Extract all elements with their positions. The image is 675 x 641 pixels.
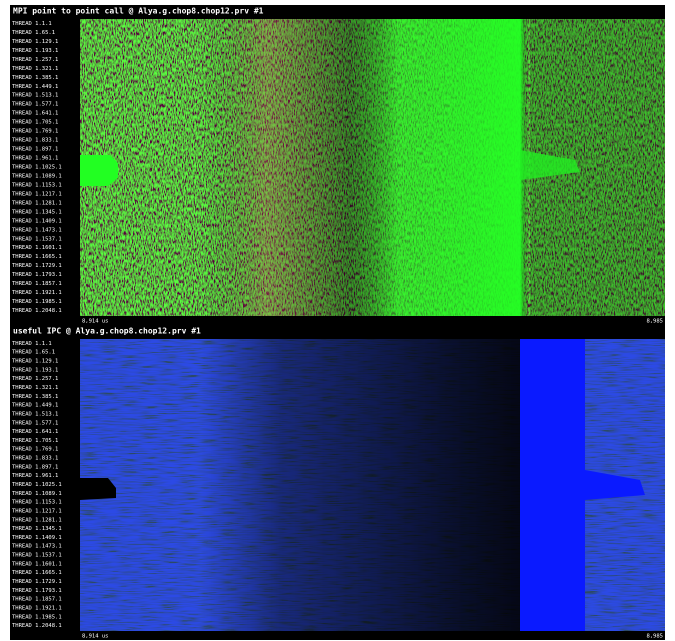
thread-label: THREAD 1.1729.1 [12,579,62,585]
thread-label: THREAD 1.641.1 [12,429,58,435]
thread-label: THREAD 1.1153.1 [12,500,62,506]
thread-label: THREAD 1.193.1 [12,367,58,373]
thread-label: THREAD 1.1601.1 [12,245,62,251]
thread-label: THREAD 1.769.1 [12,447,58,453]
thread-label: THREAD 1.1.1 [12,21,52,27]
thread-label: THREAD 1.321.1 [12,385,58,391]
thread-label: THREAD 1.641.1 [12,111,58,117]
window-title: MPI point to point call @ Alya.g.chop8.c… [13,6,264,16]
thread-label: THREAD 1.1857.1 [12,597,62,603]
thread-label: THREAD 1.577.1 [12,420,58,426]
thread-label: THREAD 1.1345.1 [12,526,62,532]
window-title: useful IPC @ Alya.g.chop8.chop12.prv #1 [13,327,201,336]
thread-label: THREAD 1.1089.1 [12,173,62,179]
thread-label: THREAD 1.1345.1 [12,209,62,215]
thread-label: THREAD 1.65.1 [12,350,55,356]
thread-label: THREAD 1.1665.1 [12,254,62,260]
thread-label: THREAD 1.1473.1 [12,227,62,233]
thread-label: THREAD 1.1473.1 [12,544,62,550]
thread-label: THREAD 1.385.1 [12,394,58,400]
thread-label: THREAD 1.1153.1 [12,182,62,188]
thread-label: THREAD 1.705.1 [12,438,58,444]
thread-label: THREAD 1.1089.1 [12,491,62,497]
thread-label: THREAD 1.1793.1 [12,588,62,594]
thread-label: THREAD 1.513.1 [12,411,58,417]
thread-label: THREAD 1.705.1 [12,120,58,126]
thread-label: THREAD 1.1985.1 [12,299,62,305]
time-start: 8,914 us [82,634,109,640]
thread-label: THREAD 1.65.1 [12,30,55,36]
thread-label: THREAD 1.257.1 [12,376,58,382]
thread-label: THREAD 1.769.1 [12,129,58,135]
thread-label: THREAD 1.2048.1 [12,623,62,629]
thread-label: THREAD 1.897.1 [12,464,58,470]
thread-label: THREAD 1.193.1 [12,48,58,54]
thread-label: THREAD 1.1025.1 [12,165,62,171]
thread-label: THREAD 1.1409.1 [12,218,62,224]
time-end: 8,985 [646,319,663,325]
thread-label: THREAD 1.1921.1 [12,290,62,296]
thread-label: THREAD 1.1537.1 [12,553,62,559]
time-start: 8,914 us [82,319,109,325]
thread-label: THREAD 1.321.1 [12,66,58,72]
panel-ipc: useful IPC @ Alya.g.chop8.chop12.prv #1 T… [10,325,665,640]
thread-label: THREAD 1.897.1 [12,147,58,153]
thread-label: THREAD 1.1409.1 [12,535,62,541]
thread-label: THREAD 1.1025.1 [12,482,62,488]
thread-label: THREAD 1.577.1 [12,102,58,108]
time-end: 8,985 [646,634,663,640]
thread-label: THREAD 1.385.1 [12,75,58,81]
thread-label: THREAD 1.833.1 [12,456,58,462]
thread-label: THREAD 1.833.1 [12,138,58,144]
thread-label: THREAD 1.961.1 [12,473,58,479]
thread-label: THREAD 1.1665.1 [12,570,62,576]
thread-label: THREAD 1.1793.1 [12,272,62,278]
thread-label: THREAD 1.961.1 [12,156,58,162]
thread-label: THREAD 1.1601.1 [12,561,62,567]
thread-label: THREAD 1.1985.1 [12,614,62,620]
thread-label: THREAD 1.129.1 [12,39,58,45]
thread-label: THREAD 1.2048.1 [12,308,62,314]
thread-label: THREAD 1.1857.1 [12,281,62,287]
thread-label: THREAD 1.1.1 [12,341,52,347]
thread-label: THREAD 1.1729.1 [12,263,62,269]
thread-label: THREAD 1.1921.1 [12,605,62,611]
paraver-window: MPI point to point call @ Alya.g.chop8.c… [0,0,675,641]
thread-label: THREAD 1.1537.1 [12,236,62,242]
thread-label: THREAD 1.1217.1 [12,191,62,197]
thread-label: THREAD 1.1217.1 [12,508,62,514]
thread-label: THREAD 1.1281.1 [12,517,62,523]
thread-label: THREAD 1.449.1 [12,84,58,90]
thread-label: THREAD 1.513.1 [12,93,58,99]
thread-label: THREAD 1.1281.1 [12,200,62,206]
thread-label: THREAD 1.449.1 [12,403,58,409]
thread-label: THREAD 1.257.1 [12,57,58,63]
panel-mpi: MPI point to point call @ Alya.g.chop8.c… [10,5,665,325]
thread-label: THREAD 1.129.1 [12,359,58,365]
